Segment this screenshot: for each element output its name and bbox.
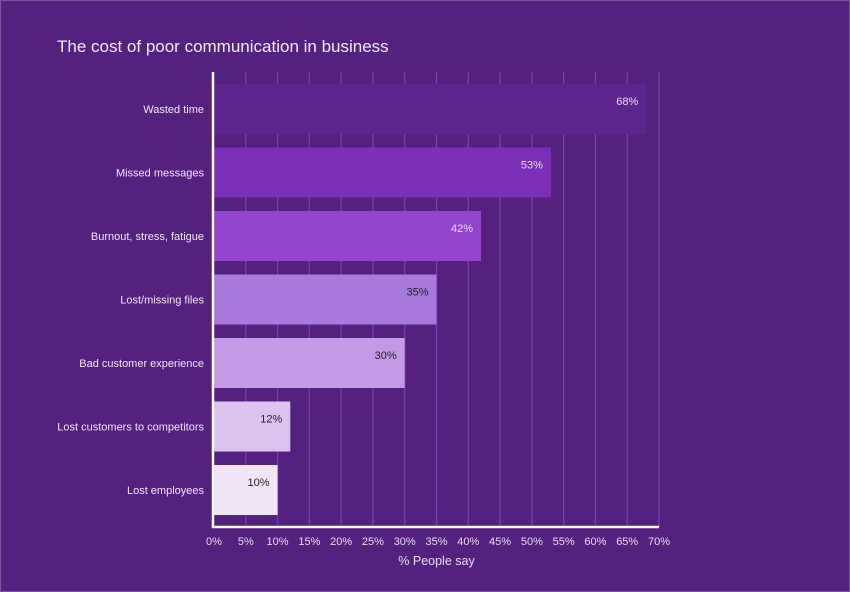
- bar: [214, 147, 551, 198]
- x-tick-label: 0%: [206, 536, 222, 548]
- chart-title: The cost of poor communication in busine…: [57, 37, 389, 56]
- bar: [214, 338, 405, 388]
- data-label: 35%: [406, 287, 428, 299]
- x-tick-label: 30%: [394, 536, 416, 548]
- data-label: 53%: [521, 160, 543, 172]
- x-tick-label: 50%: [521, 536, 543, 548]
- data-label: 42%: [451, 223, 473, 235]
- x-axis-title: % People say: [398, 554, 475, 568]
- x-tick-label: 40%: [457, 536, 479, 548]
- x-tick-label: 65%: [616, 536, 638, 548]
- x-tick-label: 15%: [298, 536, 320, 548]
- x-tick-label: 25%: [362, 536, 384, 548]
- bar: [214, 465, 278, 515]
- category-label: Lost customers to competitors: [57, 422, 204, 434]
- data-label: 30%: [375, 350, 397, 362]
- category-label: Lost employees: [127, 485, 205, 497]
- x-tick-label: 5%: [238, 536, 254, 548]
- data-label: 10%: [248, 477, 270, 489]
- x-tick-label: 10%: [267, 536, 289, 548]
- x-tick-label: 60%: [584, 536, 606, 548]
- bar: [214, 84, 647, 134]
- category-label: Bad customer experience: [79, 358, 204, 370]
- x-tick-label: 20%: [330, 536, 352, 548]
- data-label: 12%: [260, 414, 282, 426]
- category-label: Lost/missing files: [120, 295, 204, 307]
- bar: [214, 401, 291, 452]
- bar: [214, 274, 437, 325]
- bar: [214, 211, 481, 261]
- x-tick-label: 45%: [489, 536, 511, 548]
- x-tick-label: 35%: [425, 536, 447, 548]
- category-label: Missed messages: [116, 168, 205, 180]
- category-label: Burnout, stress, fatigue: [91, 231, 204, 243]
- category-label: Wasted time: [143, 104, 204, 116]
- x-tick-label: 55%: [553, 536, 575, 548]
- data-label: 68%: [616, 96, 638, 108]
- x-tick-label: 70%: [648, 536, 670, 548]
